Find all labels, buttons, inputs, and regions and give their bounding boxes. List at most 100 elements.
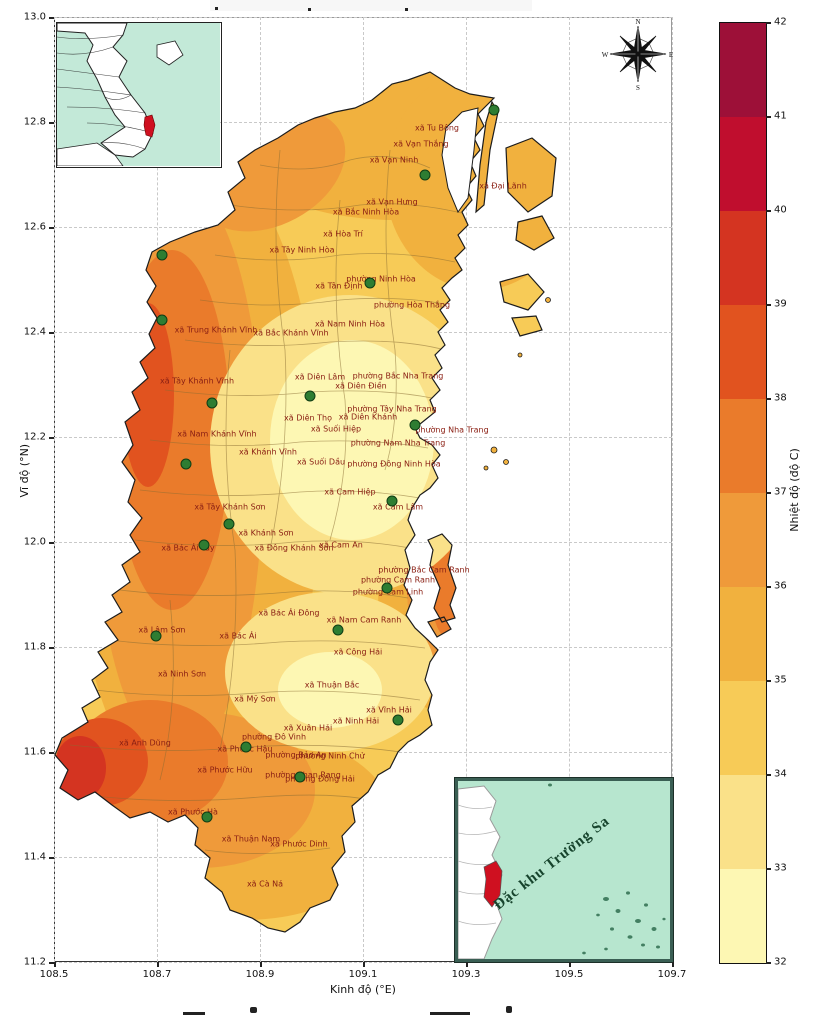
colorbar-ticklabel: 35 xyxy=(774,674,787,686)
commune-label: xã Tân Định xyxy=(315,281,363,291)
y-ticklabel: 11.4 xyxy=(23,851,46,863)
commune-label: xã Đại Lãnh xyxy=(479,181,527,191)
compass-e-label: E xyxy=(669,51,673,59)
colorbar-band xyxy=(720,869,766,963)
x-ticklabel: 109.7 xyxy=(657,969,687,980)
station-marker xyxy=(223,518,235,530)
commune-label: phường Nam Nha Trang xyxy=(350,438,446,448)
commune-label: xã Bác Ái Đông xyxy=(258,608,320,618)
commune-label: phường Ninh Hòa xyxy=(346,274,416,284)
cropped-caption-remnant xyxy=(250,1007,257,1013)
colorbar-tickmark xyxy=(766,22,771,24)
commune-label: phường Nha Trang xyxy=(415,425,489,435)
commune-label: xã Tây Khánh Vĩnh xyxy=(159,376,235,386)
colorbar-tickmark xyxy=(766,774,771,776)
commune-label: xã Cam Lâm xyxy=(372,502,424,512)
colorbar-tickmark xyxy=(766,962,771,964)
commune-label: xã Trung Khánh Vĩnh xyxy=(174,325,258,335)
colorbar-ticklabel: 37 xyxy=(774,486,787,498)
x-ticklabel: 109.3 xyxy=(451,969,481,980)
commune-label: xã Vạn Hưng xyxy=(366,197,418,207)
y-ticklabel: 12.4 xyxy=(23,326,46,338)
commune-label: xã Suối Hiệp xyxy=(310,424,362,434)
commune-label: xã Phước Hà xyxy=(168,807,218,817)
y-ticklabel: 11.6 xyxy=(23,746,46,758)
commune-label: xã Thuận Nam xyxy=(221,834,281,844)
station-marker xyxy=(206,397,218,409)
x-axis-title: Kinh độ (°E) xyxy=(330,983,396,996)
colorbar-ticklabel: 39 xyxy=(774,298,787,310)
compass-n-label: N xyxy=(635,18,640,26)
y-tickmark xyxy=(49,962,54,964)
colorbar-band xyxy=(720,681,766,775)
y-gridline xyxy=(54,857,672,858)
x-ticklabel: 108.9 xyxy=(245,969,275,980)
x-tickmark xyxy=(672,962,674,967)
colorbar-tickmark xyxy=(766,586,771,588)
commune-label: xã Vạn Thắng xyxy=(393,139,449,149)
cropped-title-mark xyxy=(215,7,218,10)
station-marker xyxy=(488,104,500,116)
commune-label: phường Đông Hải xyxy=(285,774,355,784)
x-tickmark xyxy=(569,962,571,967)
commune-label: phường Ninh Chử xyxy=(295,751,365,761)
x-ticklabel: 108.7 xyxy=(142,969,172,980)
station-marker xyxy=(419,169,431,181)
colorbar-ticklabel: 42 xyxy=(774,16,787,28)
station-marker xyxy=(304,390,316,402)
commune-label: xã Nam Cam Ranh xyxy=(326,615,402,625)
commune-label: phường Hòa Thắng xyxy=(373,300,451,310)
y-tickmark xyxy=(49,857,54,859)
cropped-caption-remnant xyxy=(506,1006,512,1013)
truong-sa-inset: Đặc khu Trường Sa xyxy=(454,777,674,963)
commune-label: xã Anh Dũng xyxy=(119,738,171,748)
colorbar-ticklabel: 32 xyxy=(774,956,787,968)
commune-label: xã Mỹ Sơn xyxy=(234,694,276,704)
colorbar xyxy=(719,22,767,964)
hainan-island xyxy=(156,40,184,66)
station-marker xyxy=(180,458,192,470)
cropped-title-mark xyxy=(308,8,311,11)
cropped-caption-remnant xyxy=(183,1012,205,1015)
station-marker xyxy=(381,582,393,594)
commune-label: xã Vạn Ninh xyxy=(369,155,419,165)
cropped-title-remnant xyxy=(210,0,532,11)
coastline xyxy=(54,71,557,933)
commune-label: phường Bảo An xyxy=(265,750,327,760)
x-gridline xyxy=(54,17,55,962)
colorbar-ticklabel: 38 xyxy=(774,392,787,404)
colorbar-ticklabel: 41 xyxy=(774,110,787,122)
y-tickmark xyxy=(49,542,54,544)
colorbar-band xyxy=(720,493,766,587)
bay-van-phong xyxy=(441,107,479,214)
x-ticklabel: 108.5 xyxy=(39,969,69,980)
compass-s-label: S xyxy=(636,84,640,92)
colorbar-band xyxy=(720,211,766,305)
highlighted-province xyxy=(483,860,503,908)
commune-label: xã Ninh Hải xyxy=(332,716,380,726)
commune-label: xã Tây Khánh Sơn xyxy=(194,502,266,512)
colorbar-ticklabel: 40 xyxy=(774,204,787,216)
y-ticklabel: 13.0 xyxy=(23,11,46,23)
commune-label: xã Phước Hữu xyxy=(197,765,253,775)
commune-label: xã Phước Dinh xyxy=(270,839,328,849)
cropped-title-mark xyxy=(405,8,408,11)
x-gridline xyxy=(672,17,673,962)
commune-borders xyxy=(69,149,471,854)
commune-label: xã Xuân Hải xyxy=(283,723,333,733)
station-marker xyxy=(392,714,404,726)
y-ticklabel: 11.8 xyxy=(23,641,46,653)
commune-label: phường Bắc Cam Ranh xyxy=(378,565,470,575)
commune-label: xã Tu Bông xyxy=(415,123,459,133)
cropped-caption-remnant xyxy=(430,1012,470,1015)
colorbar-band xyxy=(720,399,766,493)
colorbar-title: Nhiệt độ (độ C) xyxy=(788,448,801,532)
colorbar-band xyxy=(720,587,766,681)
x-tickmark xyxy=(157,962,159,967)
commune-label: phường Tây Nha Trang xyxy=(347,404,437,414)
compass-rose-icon: N E S W xyxy=(602,18,673,92)
island-specks xyxy=(548,783,666,955)
commune-label: xã Bác Ái Tây xyxy=(161,543,215,553)
x-tickmark xyxy=(54,962,56,967)
colorbar-band xyxy=(720,775,766,869)
